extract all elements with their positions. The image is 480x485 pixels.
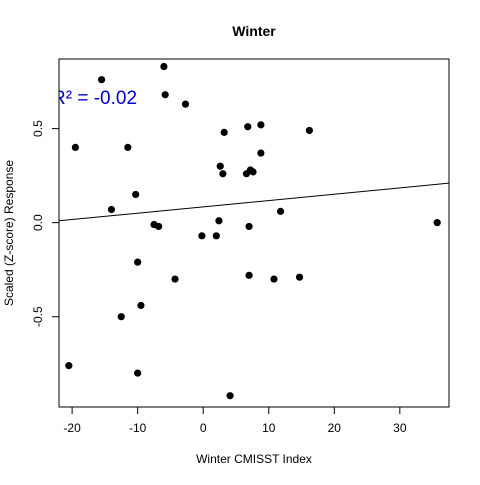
- x-axis-label: Winter CMISST Index: [196, 452, 312, 466]
- data-point: [244, 123, 252, 131]
- data-point: [219, 170, 227, 178]
- x-tick-label: -20: [63, 421, 81, 435]
- data-point: [160, 62, 168, 71]
- regression-line: [59, 182, 449, 222]
- data-point: [249, 168, 257, 176]
- data-point: [117, 313, 125, 321]
- y-tick-label: 0.5: [31, 120, 45, 137]
- data-point: [98, 76, 106, 84]
- data-point: [257, 149, 265, 157]
- data-point: [198, 232, 206, 240]
- y-axis: -0.5 0.0 0.5: [31, 120, 59, 327]
- data-point: [433, 219, 441, 227]
- x-axis: -20 -10 0 10 20 30: [63, 407, 407, 435]
- y-tick-label: 0.0: [31, 214, 45, 231]
- data-point: [295, 273, 304, 281]
- y-tick-label: -0.5: [31, 306, 45, 327]
- data-points: [65, 62, 441, 400]
- data-point: [305, 126, 313, 135]
- data-point: [257, 121, 265, 129]
- data-point: [71, 143, 79, 152]
- data-point: [134, 369, 142, 377]
- data-point: [276, 207, 285, 215]
- data-point: [245, 222, 253, 231]
- x-tick-label: -10: [129, 421, 147, 435]
- data-point: [161, 91, 169, 99]
- data-point: [107, 205, 116, 214]
- r-squared-annotation: R² = -0.02: [52, 88, 137, 109]
- x-tick-label: 20: [328, 421, 342, 435]
- data-point: [171, 275, 179, 283]
- data-point: [245, 271, 253, 279]
- data-point: [65, 362, 73, 370]
- data-point: [215, 217, 223, 225]
- data-point: [212, 232, 220, 240]
- data-point: [181, 100, 190, 108]
- y-axis-label: Scaled (Z-score) Response: [2, 160, 16, 306]
- x-tick-label: 0: [200, 421, 207, 435]
- data-point: [132, 190, 140, 199]
- data-point: [216, 162, 224, 170]
- chart-title: Winter: [232, 23, 276, 39]
- plot-frame: [58, 58, 450, 408]
- data-point: [270, 275, 278, 283]
- data-point: [134, 258, 142, 266]
- data-point: [155, 222, 163, 231]
- data-point: [220, 128, 228, 136]
- x-tick-label: 30: [393, 421, 407, 435]
- data-point: [124, 143, 132, 152]
- x-tick-label: 10: [262, 421, 276, 435]
- data-point: [137, 301, 145, 310]
- data-point: [226, 392, 234, 400]
